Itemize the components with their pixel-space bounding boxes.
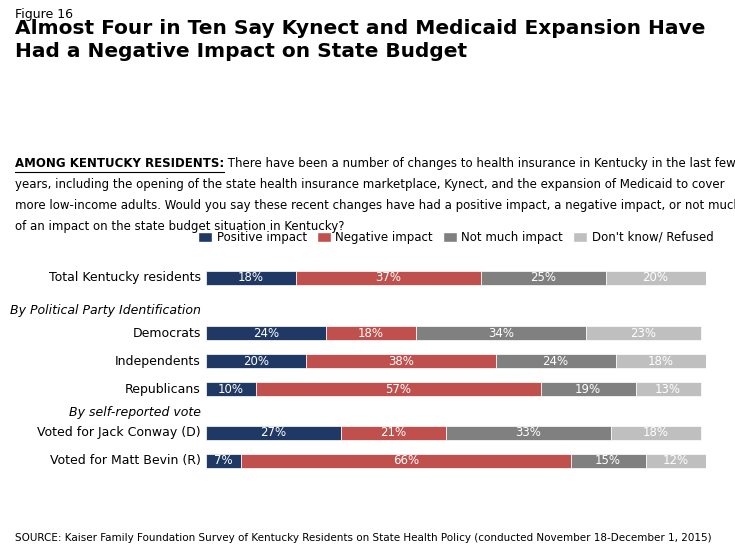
Text: By Political Party Identification: By Political Party Identification bbox=[10, 304, 201, 317]
Bar bbox=[241, 454, 570, 468]
Text: 20%: 20% bbox=[243, 355, 269, 368]
Bar bbox=[341, 426, 445, 440]
Text: 7%: 7% bbox=[214, 454, 232, 467]
Bar bbox=[445, 426, 611, 440]
Text: 18%: 18% bbox=[648, 355, 673, 368]
Text: 57%: 57% bbox=[385, 383, 411, 396]
Bar bbox=[495, 354, 616, 369]
Bar bbox=[645, 454, 706, 468]
Bar bbox=[541, 382, 636, 396]
Text: Voted for Matt Bevin (R): Voted for Matt Bevin (R) bbox=[50, 454, 201, 467]
Bar bbox=[206, 271, 295, 284]
Text: FAMILY: FAMILY bbox=[654, 520, 695, 530]
Bar bbox=[326, 327, 416, 341]
Text: AMONG KENTUCKY RESIDENTS:: AMONG KENTUCKY RESIDENTS: bbox=[15, 157, 224, 170]
Bar bbox=[306, 354, 495, 369]
Text: SOURCE: Kaiser Family Foundation Survey of Kentucky Residents on State Health Po: SOURCE: Kaiser Family Foundation Survey … bbox=[15, 533, 711, 543]
Bar bbox=[295, 271, 481, 284]
Text: 66%: 66% bbox=[392, 454, 419, 467]
Text: THE HENRY J.: THE HENRY J. bbox=[651, 498, 698, 504]
Text: 20%: 20% bbox=[642, 271, 669, 284]
Bar bbox=[616, 354, 706, 369]
Bar bbox=[481, 271, 606, 284]
Text: 19%: 19% bbox=[575, 383, 601, 396]
Text: Almost Four in Ten Say Kynect and Medicaid Expansion Have
Had a Negative Impact : Almost Four in Ten Say Kynect and Medica… bbox=[15, 19, 705, 61]
Bar bbox=[206, 354, 306, 369]
Text: Republicans: Republicans bbox=[125, 383, 201, 396]
Text: 24%: 24% bbox=[253, 327, 279, 340]
Text: Total Kentucky residents: Total Kentucky residents bbox=[49, 271, 201, 284]
Bar bbox=[206, 454, 241, 468]
Text: Democrats: Democrats bbox=[132, 327, 201, 340]
Text: 10%: 10% bbox=[218, 383, 244, 396]
Text: 23%: 23% bbox=[630, 327, 656, 340]
Text: 12%: 12% bbox=[662, 454, 689, 467]
Bar bbox=[256, 382, 541, 396]
Text: 27%: 27% bbox=[260, 426, 287, 439]
Legend: Positive impact, Negative impact, Not much impact, Don't know/ Refused: Positive impact, Negative impact, Not mu… bbox=[193, 226, 718, 249]
Text: 18%: 18% bbox=[642, 426, 669, 439]
Text: KAISER: KAISER bbox=[646, 506, 703, 520]
Text: 25%: 25% bbox=[530, 271, 556, 284]
Text: more low-income adults. Would you say these recent changes have had a positive i: more low-income adults. Would you say th… bbox=[15, 199, 735, 212]
Text: 38%: 38% bbox=[388, 355, 414, 368]
Text: Figure 16: Figure 16 bbox=[15, 8, 73, 21]
Bar bbox=[606, 271, 706, 284]
Text: Voted for Jack Conway (D): Voted for Jack Conway (D) bbox=[37, 426, 201, 439]
Text: of an impact on the state budget situation in Kentucky?: of an impact on the state budget situati… bbox=[15, 220, 344, 233]
Text: By self-reported vote: By self-reported vote bbox=[69, 406, 201, 419]
Text: There have been a number of changes to health insurance in Kentucky in the last : There have been a number of changes to h… bbox=[224, 157, 735, 170]
Text: 33%: 33% bbox=[515, 426, 541, 439]
Text: 34%: 34% bbox=[488, 327, 514, 340]
Bar bbox=[636, 382, 700, 396]
Text: 13%: 13% bbox=[655, 383, 681, 396]
Text: years, including the opening of the state health insurance marketplace, Kynect, : years, including the opening of the stat… bbox=[15, 178, 724, 191]
Bar bbox=[586, 327, 700, 341]
Text: 24%: 24% bbox=[542, 355, 569, 368]
Bar bbox=[611, 426, 700, 440]
Text: 18%: 18% bbox=[238, 271, 264, 284]
Bar bbox=[206, 426, 341, 440]
Text: FOUNDATION: FOUNDATION bbox=[651, 532, 698, 537]
Bar bbox=[570, 454, 645, 468]
Bar bbox=[206, 382, 256, 396]
Text: 37%: 37% bbox=[376, 271, 401, 284]
Bar bbox=[416, 327, 586, 341]
Text: 18%: 18% bbox=[358, 327, 384, 340]
Text: Independents: Independents bbox=[115, 355, 201, 368]
Text: 15%: 15% bbox=[595, 454, 621, 467]
Text: 21%: 21% bbox=[380, 426, 406, 439]
Bar bbox=[206, 327, 326, 341]
